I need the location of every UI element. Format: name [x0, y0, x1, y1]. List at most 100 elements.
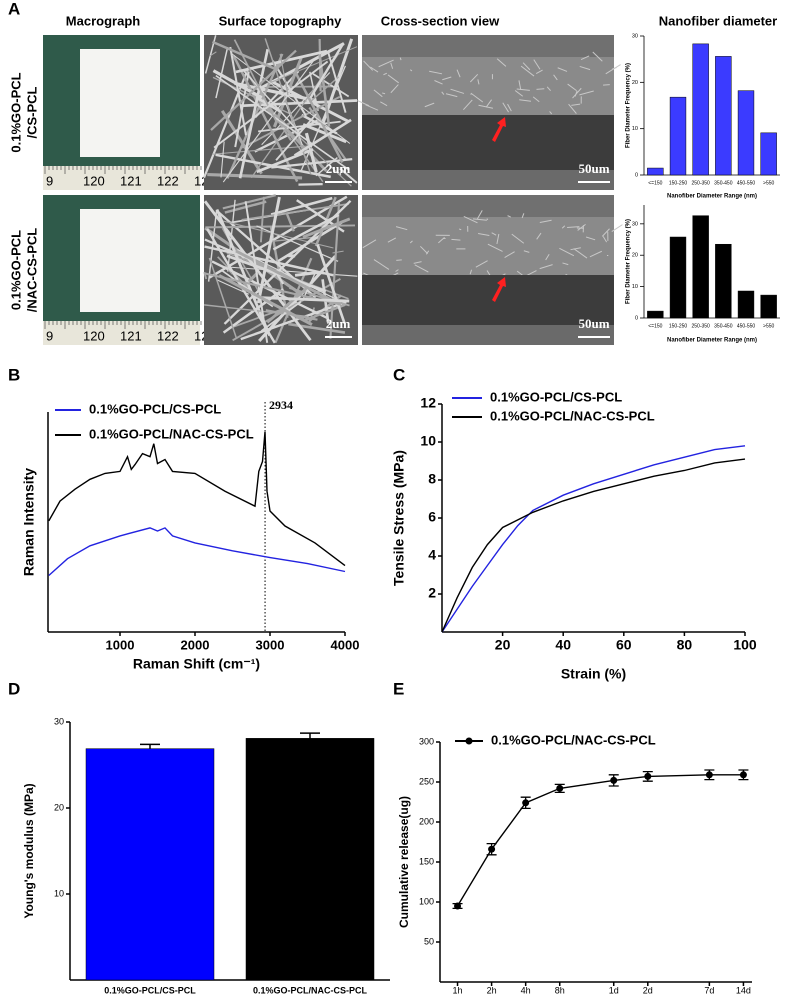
cs-fiber	[475, 260, 488, 268]
panel-label: B	[8, 365, 20, 384]
row-label: /NAC-CS-PCL	[24, 228, 39, 313]
y-tick-label: 300	[419, 736, 434, 746]
bar	[737, 90, 755, 176]
cs-fiber	[520, 65, 535, 77]
sem-fiber	[227, 269, 233, 275]
sem-fiber	[222, 194, 277, 210]
x-tick-label: <=150	[648, 180, 662, 186]
cs-fiber	[496, 58, 507, 67]
sem-fiber	[271, 110, 352, 187]
line	[441, 445, 746, 633]
y-axis-label: Cumulative release(ug)	[397, 796, 411, 928]
x-axis-label: Raman Shift (cm⁻¹)	[133, 656, 260, 672]
x-tick-label: 0.1%GO-PCL/CS-PCL	[104, 985, 196, 995]
x-tick-label: 80	[677, 637, 693, 653]
cs-fiber	[549, 111, 553, 115]
x-tick-label: 150-250	[669, 323, 688, 329]
line	[456, 774, 744, 907]
y-tick-label: 20	[632, 80, 638, 86]
bar	[647, 310, 664, 319]
sem-fiber	[254, 70, 300, 119]
cs-fiber	[463, 99, 473, 111]
y-tick-label: 10	[632, 284, 638, 290]
cs-fiber	[469, 73, 479, 83]
cs-fiber	[470, 92, 484, 103]
sem-fiber	[207, 209, 218, 282]
x-tick-label: 8h	[555, 985, 565, 995]
y-tick-label: 30	[632, 221, 638, 227]
sem-fiber	[294, 270, 324, 277]
ruler-label: 9	[46, 173, 53, 188]
marker	[522, 799, 530, 807]
cs-lower	[362, 115, 614, 170]
cs-fiber	[387, 74, 399, 84]
y-axis-label: Tensile Stress (MPa)	[391, 450, 407, 586]
cs-fiber	[395, 226, 408, 231]
y-tick-label: 150	[419, 856, 434, 866]
x-tick-label: 1d	[609, 985, 619, 995]
sem-fiber	[312, 73, 350, 98]
cs-fiber	[414, 264, 429, 273]
cs-top	[362, 195, 614, 217]
sem-fiber	[332, 250, 344, 254]
cs-fiber	[592, 51, 603, 62]
x-tick-label: >550	[763, 323, 774, 329]
macrograph-photo	[43, 195, 202, 345]
cs-fiber	[485, 99, 493, 108]
x-tick-label: 2000	[181, 637, 210, 652]
legend-label: 0.1%GO-PCL/CS-PCL	[490, 389, 622, 404]
cs-fiber	[518, 80, 522, 91]
cs-fiber	[491, 232, 497, 236]
bar	[715, 56, 732, 176]
marker	[454, 902, 462, 910]
x-tick-label: 350-450	[714, 323, 733, 329]
bar	[715, 243, 732, 319]
column-header: Nanofiber diameter	[659, 13, 777, 28]
sem-cross-section	[357, 35, 621, 190]
cs-fiber	[567, 226, 580, 229]
cs-fiber	[545, 254, 550, 261]
cs-fiber	[373, 259, 390, 270]
cs-fiber	[507, 215, 511, 218]
bar	[692, 215, 709, 319]
row-label: 0.1%GO-PCL	[8, 72, 23, 152]
cs-fiber	[570, 247, 581, 251]
sem-fiber	[220, 141, 225, 178]
sem-surface	[203, 35, 358, 190]
cs-fiber	[571, 103, 581, 106]
cs-fiber	[601, 228, 610, 237]
sem-fiber	[242, 271, 260, 289]
x-tick-label: >550	[763, 180, 774, 186]
cs-fiber	[568, 103, 577, 114]
sem-fiber	[212, 69, 266, 101]
y-tick-label: 2	[428, 585, 436, 601]
cs-fiber	[532, 96, 540, 103]
cs-fiber	[579, 90, 594, 96]
y-tick-label: 20	[54, 802, 64, 812]
column-header: Macrograph	[66, 13, 140, 28]
cs-fiber	[373, 89, 383, 98]
cs-fiber	[362, 239, 377, 249]
sem-fiber	[304, 132, 318, 173]
column-header: Surface topography	[219, 13, 343, 28]
sem-fiber	[279, 53, 289, 96]
cs-fiber	[539, 219, 552, 223]
ruler-label: 122	[157, 173, 179, 188]
sem-fiber	[293, 118, 352, 157]
sem-fiber	[302, 217, 351, 239]
sem-fiber	[271, 60, 307, 117]
cs-fiber	[523, 250, 530, 253]
panel-label: D	[8, 679, 20, 698]
cs-fiber	[425, 250, 430, 255]
cs-fiber	[473, 218, 487, 221]
x-tick-label: 60	[616, 637, 632, 653]
cs-fiber	[399, 57, 402, 61]
cs-fiber	[409, 69, 413, 72]
y-tick-label: 6	[428, 509, 436, 525]
x-tick-label: 450-550	[737, 323, 756, 329]
red-arrow	[492, 277, 506, 302]
sem-fiber	[218, 274, 313, 326]
sem-fiber	[253, 295, 350, 303]
cs-bottom	[362, 170, 614, 190]
sem-fiber	[276, 273, 285, 285]
